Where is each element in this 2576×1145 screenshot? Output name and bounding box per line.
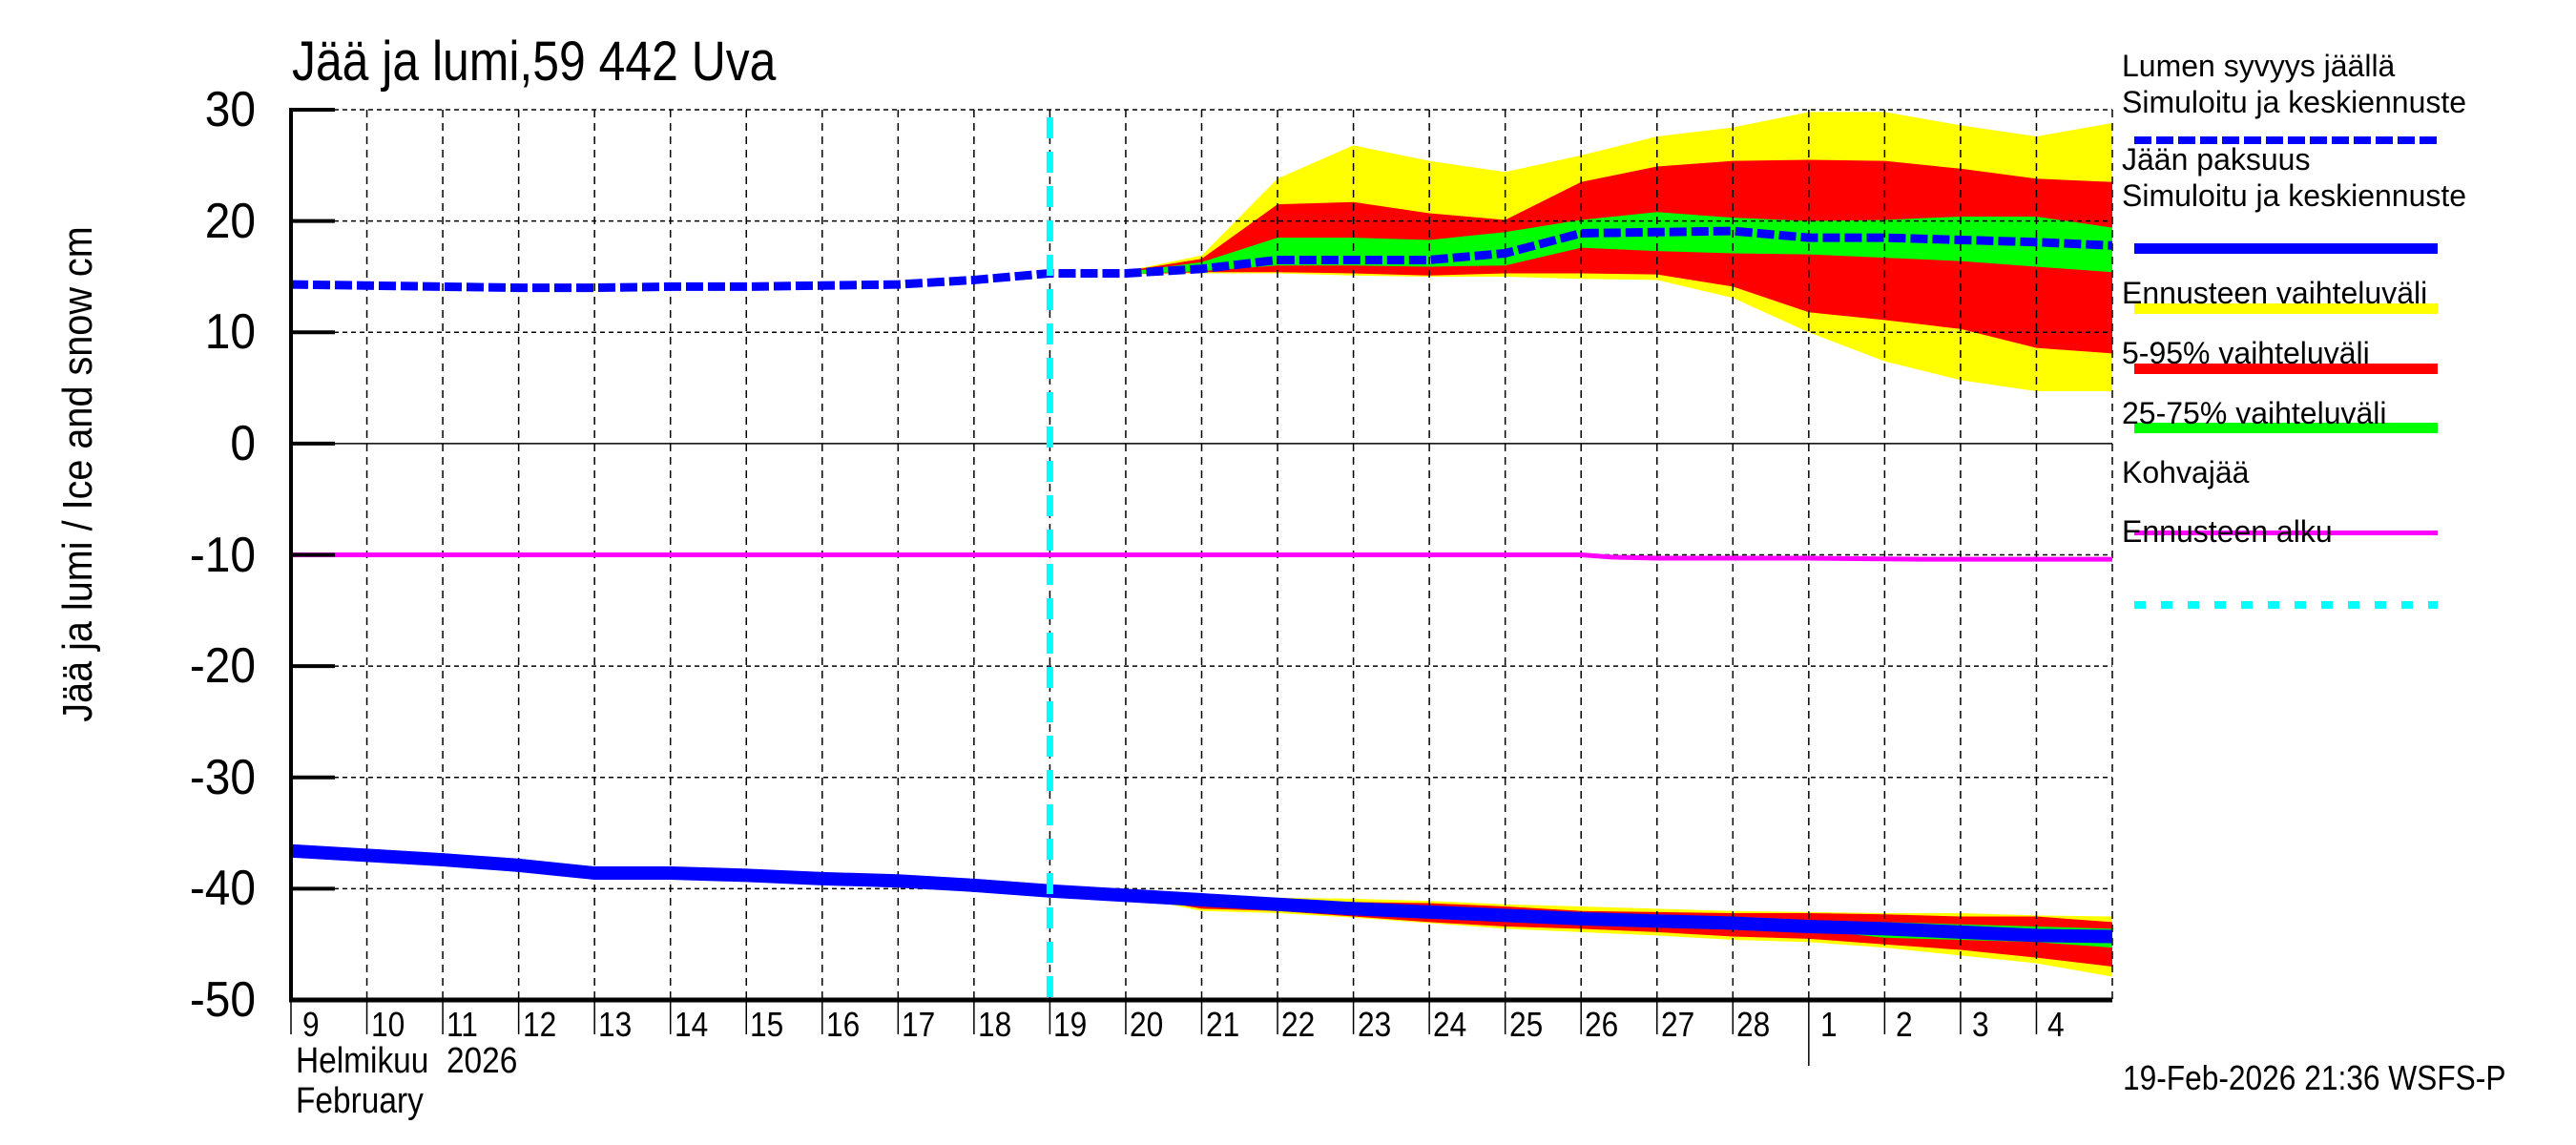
x-tick-label: 2 xyxy=(1896,1005,1914,1044)
axes xyxy=(289,108,2112,1066)
legend-range-full-label: Ennusteen vaihteluväli xyxy=(2122,276,2428,310)
slush-ice-line xyxy=(291,552,2112,562)
y-tick-label: 0 xyxy=(230,415,256,471)
x-tick-label: 20 xyxy=(1129,1005,1164,1044)
x-tick-label: 4 xyxy=(2047,1005,2066,1044)
legend-snow-title: Lumen syvyys jäällä xyxy=(2122,49,2396,83)
legend-range-full: Ennusteen vaihteluväli xyxy=(2122,275,2570,311)
y-tick-label: 30 xyxy=(204,82,256,137)
x-tick-label: 10 xyxy=(370,1005,405,1044)
y-tick-label: -50 xyxy=(189,972,256,1028)
legend-range-5-95-label: 5-95% vaihteluväli xyxy=(2122,336,2370,370)
x-tick-label: 12 xyxy=(522,1005,556,1044)
y-tick-label: -10 xyxy=(189,527,256,583)
legend-range-full-swatch xyxy=(2134,303,2438,314)
snow-depth-line xyxy=(290,226,2113,293)
x-axis-month-en: February xyxy=(296,1081,424,1121)
legend-slush-swatch xyxy=(2134,531,2438,535)
legend-slush: Kohvajää xyxy=(2122,454,2570,490)
x-tick-label: 1 xyxy=(1819,1005,1838,1044)
x-tick-label: 18 xyxy=(977,1005,1012,1044)
x-tick-label: 26 xyxy=(1585,1005,1619,1044)
legend-ice-swatch xyxy=(2134,243,2438,254)
legend-forecast-start-label: Ennusteen alku xyxy=(2122,514,2333,549)
legend-snow-sub: Simuloitu ja keskiennuste xyxy=(2122,85,2467,119)
ice-thickness-line xyxy=(290,843,2113,944)
legend-range-25-75-label: 25-75% vaihteluväli xyxy=(2122,396,2387,430)
x-tick-label: 3 xyxy=(1971,1005,1989,1044)
legend-ice-title: Jään paksuus xyxy=(2122,142,2311,177)
x-tick-label: 19 xyxy=(1053,1005,1088,1044)
x-tick-label: 14 xyxy=(674,1005,708,1044)
legend-ice-sub: Simuloitu ja keskiennuste xyxy=(2122,178,2467,213)
snow-range-5-95-band xyxy=(1125,159,2112,354)
legend-swatches xyxy=(2134,136,2438,609)
y-tick-label: -30 xyxy=(189,749,256,805)
x-tick-label: 16 xyxy=(825,1005,861,1044)
x-tick-label: 17 xyxy=(902,1005,936,1044)
chart-title: Jää ja lumi,59 442 Uva xyxy=(292,31,777,93)
x-tick-label: 9 xyxy=(302,1005,320,1044)
x-tick-label: 28 xyxy=(1736,1005,1771,1044)
legend-range-25-75-swatch xyxy=(2134,423,2438,433)
y-tick-label: 10 xyxy=(204,304,256,361)
x-tick-label: 13 xyxy=(598,1005,633,1044)
legend-forecast-start: Ennusteen alku xyxy=(2122,513,2570,550)
x-axis-month-fi: Helmikuu 2026 xyxy=(296,1041,518,1081)
legend-range-25-75: 25-75% vaihteluväli xyxy=(2122,395,2570,431)
legend-slush-label: Kohvajää xyxy=(2122,455,2250,489)
legend-snow: Lumen syvyys jäällä Simuloitu ja keskien… xyxy=(2122,48,2570,120)
x-tick-label: 21 xyxy=(1205,1005,1239,1044)
y-tick-label: 20 xyxy=(204,193,256,249)
timestamp-footer: 19-Feb-2026 21:36 WSFS-P xyxy=(2123,1058,2506,1097)
y-tick-label: -40 xyxy=(189,861,256,917)
legend-range-5-95: 5-95% vaihteluväli xyxy=(2122,335,2570,371)
x-tick-label: 27 xyxy=(1660,1005,1694,1044)
data-lines xyxy=(290,117,2113,1000)
x-tick-label: 25 xyxy=(1508,1005,1543,1044)
legend-range-5-95-swatch xyxy=(2134,364,2438,374)
legend-ice: Jään paksuus Simuloitu ja keskiennuste xyxy=(2122,141,2570,214)
x-tick-label: 22 xyxy=(1281,1005,1316,1044)
x-tick-label: 15 xyxy=(750,1005,784,1044)
y-tick-label: -20 xyxy=(189,638,256,695)
x-tick-label: 11 xyxy=(447,1005,478,1044)
y-axis-label: Jää ja lumi / Ice and snow cm xyxy=(54,226,101,722)
x-tick-label: 24 xyxy=(1433,1005,1467,1044)
x-tick-label: 23 xyxy=(1357,1005,1391,1044)
